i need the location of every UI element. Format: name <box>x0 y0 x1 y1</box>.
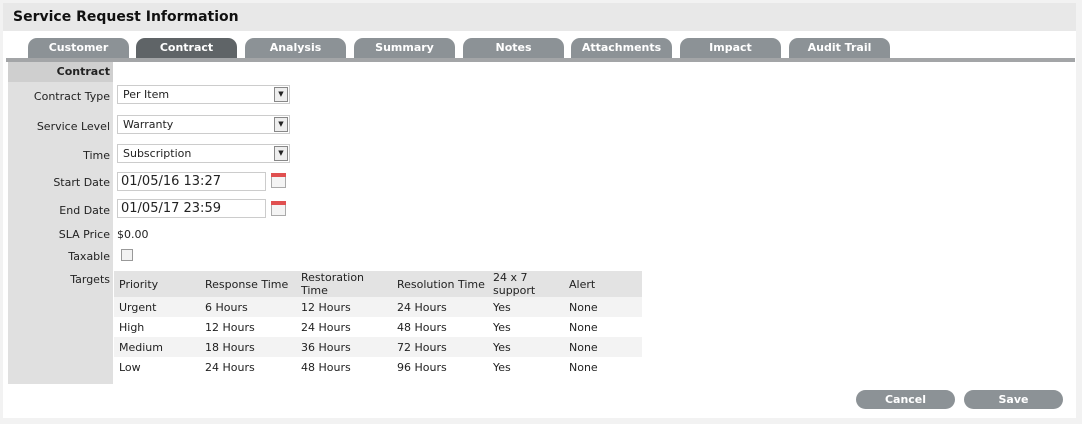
tab-analysis[interactable]: Analysis <box>245 38 346 58</box>
tab-summary[interactable]: Summary <box>354 38 455 58</box>
contract-type-value: Per Item <box>123 88 170 101</box>
chevron-down-icon[interactable]: ▼ <box>274 117 288 132</box>
table-row: Low 24 Hours 48 Hours 96 Hours Yes None <box>114 357 642 377</box>
time-label: Time <box>83 149 110 162</box>
cell: 48 Hours <box>301 360 351 374</box>
start-date-input[interactable]: 01/05/16 13:27 <box>117 172 266 191</box>
cell: Low <box>119 360 141 374</box>
calendar-icon[interactable] <box>271 173 286 188</box>
table-row: Medium 18 Hours 36 Hours 72 Hours Yes None <box>114 337 642 357</box>
cell: Yes <box>488 337 564 357</box>
page-header: Service Request Information <box>3 3 1076 31</box>
section-title: Contract <box>8 62 113 82</box>
column-header: 24 x 7 support <box>488 271 564 297</box>
targets-table: Priority Response Time Restoration Time … <box>114 271 642 377</box>
cell: 6 Hours <box>200 297 296 317</box>
save-button[interactable]: Save <box>964 390 1063 409</box>
sla-price-label: SLA Price <box>58 228 110 241</box>
cell: 24 Hours <box>205 360 255 374</box>
tab-impact[interactable]: Impact <box>680 38 781 58</box>
tab-attachments[interactable]: Attachments <box>571 38 672 58</box>
cancel-button[interactable]: Cancel <box>856 390 955 409</box>
targets-label: Targets <box>70 273 110 286</box>
cell: 12 Hours <box>205 320 255 334</box>
end-date-label: End Date <box>59 204 110 217</box>
label-column <box>8 62 113 384</box>
service-level-value: Warranty <box>123 118 174 131</box>
cell: Yes <box>493 320 511 334</box>
contract-panel: Customer Contract Analysis Summary Notes… <box>3 31 1076 418</box>
table-header: Priority Response Time Restoration Time … <box>114 271 642 297</box>
cell: 24 Hours <box>392 297 488 317</box>
cell: None <box>569 320 598 334</box>
cell: 12 Hours <box>296 297 392 317</box>
calendar-icon[interactable] <box>271 201 286 216</box>
end-date-input[interactable]: 01/05/17 23:59 <box>117 199 266 218</box>
taxable-label: Taxable <box>68 250 110 263</box>
time-select[interactable]: Subscription ▼ <box>117 144 290 163</box>
cell: High <box>119 320 145 334</box>
contract-type-label: Contract Type <box>33 90 110 103</box>
cell: 48 Hours <box>397 320 447 334</box>
cell: None <box>569 360 598 374</box>
cell: Medium <box>114 337 200 357</box>
start-date-label: Start Date <box>53 176 110 189</box>
table-row: High 12 Hours 24 Hours 48 Hours Yes None <box>114 317 642 337</box>
tab-divider <box>6 58 1075 62</box>
contract-type-select[interactable]: Per Item ▼ <box>117 85 290 104</box>
time-value: Subscription <box>123 147 192 160</box>
column-header: Priority <box>114 271 200 297</box>
service-level-label: Service Level <box>36 120 110 133</box>
chevron-down-icon[interactable]: ▼ <box>274 87 288 102</box>
taxable-checkbox[interactable] <box>121 249 133 261</box>
tab-contract[interactable]: Contract <box>136 38 237 58</box>
cell: Yes <box>493 360 511 374</box>
cell: 24 Hours <box>301 320 351 334</box>
cell: 72 Hours <box>392 337 488 357</box>
column-header: Alert <box>564 271 642 297</box>
page-title: Service Request Information <box>13 9 239 25</box>
tab-customer[interactable]: Customer <box>28 38 129 58</box>
tab-audit-trail[interactable]: Audit Trail <box>789 38 890 58</box>
cell: Yes <box>488 297 564 317</box>
sla-price-value: $0.00 <box>117 228 149 241</box>
cell: Urgent <box>114 297 200 317</box>
column-header: Resolution Time <box>392 271 488 297</box>
column-header: Restoration Time <box>296 271 392 297</box>
cell: 96 Hours <box>397 360 447 374</box>
cell: None <box>564 297 642 317</box>
chevron-down-icon[interactable]: ▼ <box>274 146 288 161</box>
cell: None <box>564 337 642 357</box>
tab-notes[interactable]: Notes <box>463 38 564 58</box>
table-row: Urgent 6 Hours 12 Hours 24 Hours Yes None <box>114 297 642 317</box>
column-header: Response Time <box>200 271 296 297</box>
service-level-select[interactable]: Warranty ▼ <box>117 115 290 134</box>
cell: 18 Hours <box>200 337 296 357</box>
cell: 36 Hours <box>296 337 392 357</box>
